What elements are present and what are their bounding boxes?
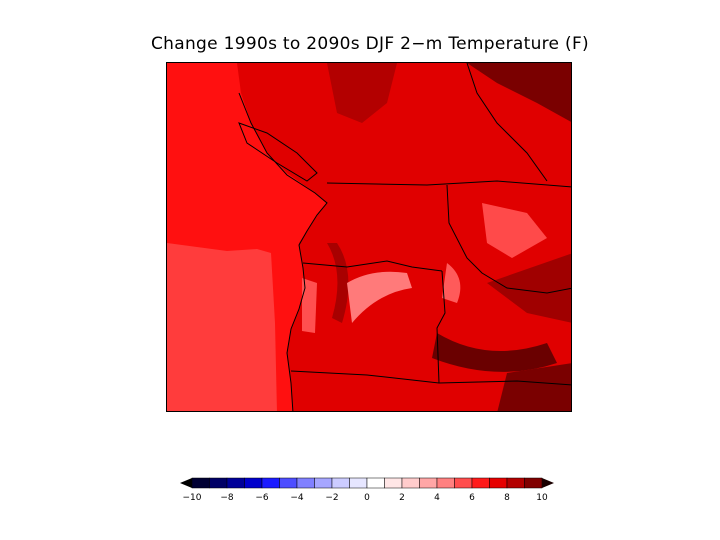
colorbar-tick-label: 0 [364, 493, 370, 503]
vancouver-island [238, 122, 318, 182]
page-title: Change 1990s to 2090s DJF 2−m Temperatur… [151, 34, 589, 54]
coastline [238, 92, 328, 411]
colorbar-swatch [314, 477, 333, 489]
colorbar-swatch [191, 477, 210, 489]
colorbar-swatch [296, 477, 315, 489]
dark-region-east [487, 253, 571, 323]
dark-region-southeast [497, 363, 571, 411]
land-mass [237, 63, 571, 411]
colorbar-tick-label: −4 [290, 493, 304, 503]
political-boundaries [238, 63, 571, 411]
colorbar-swatch [209, 477, 228, 489]
colorbar-tick-label: 10 [536, 493, 548, 503]
colorbar-tick-label: −8 [220, 493, 234, 503]
oregon-california-border [290, 370, 571, 386]
colorbar-swatch [454, 477, 473, 489]
colorbar-labels: −10 −8 −6 −4 −2 0 2 4 6 8 10 [183, 493, 548, 503]
us-canada-border [326, 180, 571, 188]
colorbar-swatch [419, 477, 438, 489]
colorbar-tick-label: −2 [325, 493, 338, 503]
colorbar-swatch [506, 477, 525, 489]
bc-alberta-border [466, 63, 548, 182]
light-region-snake-plain [482, 203, 547, 258]
dark-region-northeast [467, 63, 571, 122]
colorbar-swatch [524, 477, 543, 489]
colorbar-swatch [436, 477, 455, 489]
colorbar-swatch [279, 477, 298, 489]
light-region-idaho [442, 263, 461, 303]
colorbar-tick-label: −6 [255, 493, 269, 503]
colorbar-swatch [244, 477, 263, 489]
colorbar-tick-label: 6 [469, 493, 475, 503]
ocean-far [167, 243, 277, 411]
colorbar-swatch [384, 477, 403, 489]
dark-region-north [327, 63, 397, 123]
colorbar-tick-label: 2 [399, 493, 405, 503]
colorbar-arrow-max [542, 478, 554, 488]
idaho-montana-border [446, 184, 571, 294]
oregon-idaho-border [436, 270, 446, 384]
washington-oregon-border [302, 260, 443, 272]
colorbar-swatch [471, 477, 490, 489]
temperature-change-map [166, 62, 572, 412]
colorbar-swatch [366, 477, 385, 489]
colorbar-swatch [489, 477, 508, 489]
dark-region-cascades [327, 243, 349, 323]
light-region-columbia [347, 271, 412, 323]
map-canvas [167, 63, 571, 411]
colorbar-swatch [226, 477, 245, 489]
colorbar-tick-label: −10 [183, 493, 202, 503]
colorbar-swatch [401, 477, 420, 489]
colorbar-swatch [349, 477, 368, 489]
colorbar-swatch [331, 477, 350, 489]
dark-region-snake [432, 333, 557, 372]
colorbar-tick-label: 4 [434, 493, 440, 503]
colorbar-tick-label: 8 [504, 493, 510, 503]
colorbar-arrow-min [180, 478, 192, 488]
colorbar: −10 −8 −6 −4 −2 0 2 4 6 8 10 [180, 477, 554, 503]
colorbar-swatches [180, 477, 554, 489]
colorbar-swatch [261, 477, 280, 489]
light-region-willamette [302, 278, 317, 333]
